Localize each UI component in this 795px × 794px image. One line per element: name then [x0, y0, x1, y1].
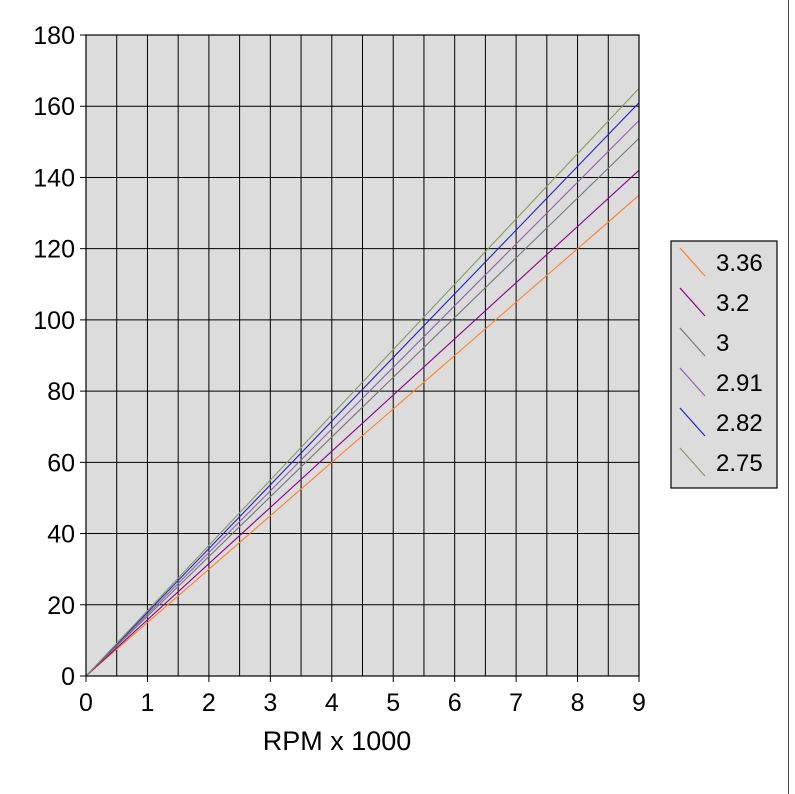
y-tick-label: 80 — [47, 378, 75, 406]
minor-gridlines — [116, 35, 609, 676]
x-axis-title: RPM x 1000 — [263, 726, 412, 756]
y-tick-label: 160 — [33, 93, 75, 121]
legend-label: 3.36 — [716, 250, 763, 277]
legend-label: 2.91 — [716, 370, 763, 397]
x-tick-label: 7 — [509, 689, 523, 717]
series-line — [85, 169, 640, 677]
tick-marks — [80, 34, 640, 682]
legend-swatch — [679, 407, 706, 437]
series-line — [85, 102, 640, 677]
x-tick-label: 5 — [386, 689, 400, 717]
series-line — [85, 194, 640, 677]
x-tick-label: 0 — [79, 689, 93, 717]
legend-swatch — [679, 327, 706, 357]
y-tick-label: 0 — [61, 663, 75, 691]
legend-swatch — [679, 447, 706, 477]
series-lines — [85, 88, 640, 677]
y-tick-label: 180 — [33, 22, 75, 50]
window-edge — [788, 0, 789, 794]
legend: 3.36 3.2 3 2.91 2.82 2.75 — [670, 240, 778, 489]
y-tick-label: 20 — [47, 592, 75, 620]
legend-label: 3.2 — [716, 290, 749, 317]
plot-border — [85, 34, 640, 677]
x-tick-label: 9 — [632, 689, 646, 717]
y-tick-label: 140 — [33, 164, 75, 192]
y-tick-label: 60 — [47, 449, 75, 477]
x-tick-label: 2 — [202, 689, 216, 717]
legend-swatch — [679, 287, 706, 317]
x-tick-label: 4 — [325, 689, 339, 717]
x-tick-label: 1 — [140, 689, 154, 717]
y-tick-label: 120 — [33, 236, 75, 264]
series-line — [85, 120, 640, 677]
y-tick-label: 40 — [47, 521, 75, 549]
x-axis-tick-labels: 0 1 2 3 4 5 6 7 8 9 — [79, 689, 646, 717]
legend-swatch — [679, 247, 706, 277]
legend-swatch — [679, 367, 706, 397]
y-tick-label: 100 — [33, 307, 75, 335]
legend-label: 2.82 — [716, 410, 763, 437]
y-axis-tick-labels: 0 20 40 60 80 100 120 140 160 180 — [33, 22, 75, 691]
legend-label: 2.75 — [716, 450, 763, 477]
legend-label: 3 — [716, 330, 729, 357]
x-tick-label: 8 — [571, 689, 585, 717]
x-tick-label: 3 — [263, 689, 277, 717]
x-tick-label: 6 — [448, 689, 462, 717]
series-line — [85, 88, 640, 677]
series-line — [85, 137, 640, 677]
legend-box — [670, 240, 778, 489]
